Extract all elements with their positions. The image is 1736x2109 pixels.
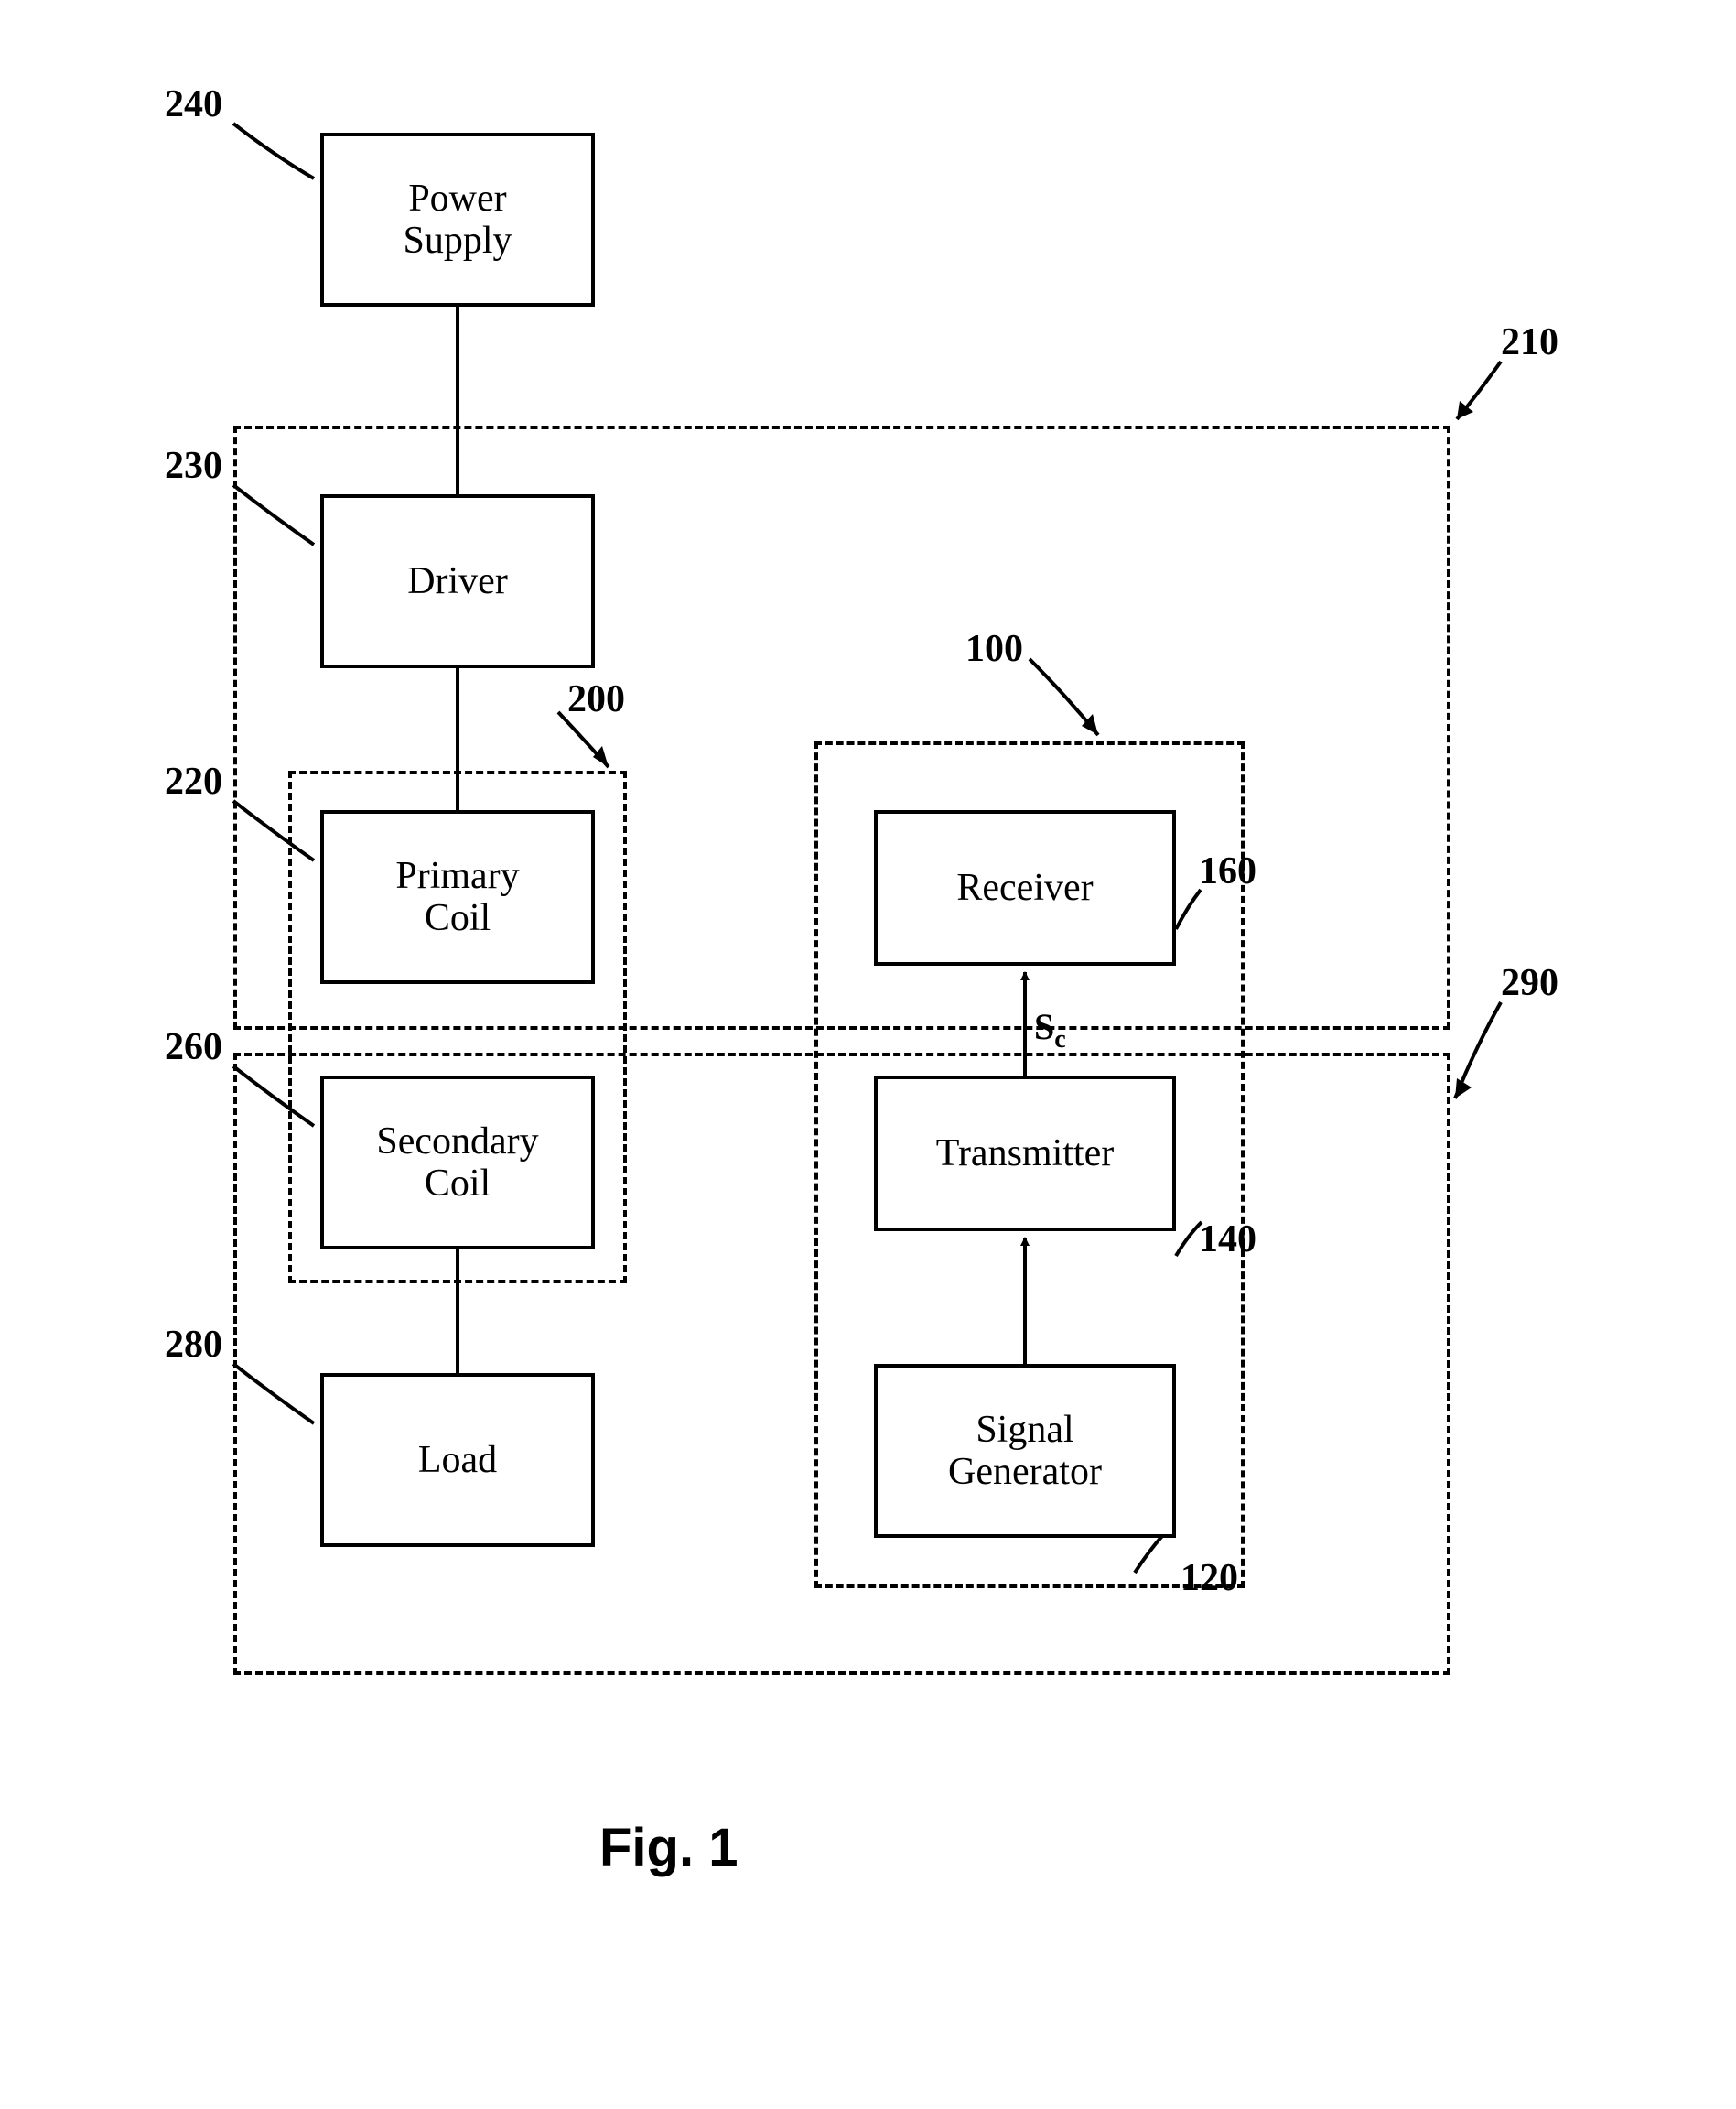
block-transmitter: Transmitter (874, 1076, 1176, 1231)
ref-200: 200 (567, 677, 625, 721)
block-load-label: Load (418, 1439, 497, 1481)
ref-280: 280 (165, 1323, 222, 1367)
block-power-supply: PowerSupply (320, 133, 595, 307)
block-receiver: Receiver (874, 810, 1176, 966)
block-driver-label: Driver (407, 560, 508, 602)
block-primary-coil: PrimaryCoil (320, 810, 595, 984)
block-power-supply-label: PowerSupply (403, 178, 512, 262)
block-signal-generator: SignalGenerator (874, 1364, 1176, 1538)
block-transmitter-label: Transmitter (936, 1132, 1114, 1174)
ref-230: 230 (165, 444, 222, 488)
ref-120: 120 (1181, 1556, 1238, 1600)
ref-290: 290 (1501, 961, 1558, 1005)
ref-220: 220 (165, 760, 222, 804)
ref-100: 100 (965, 627, 1023, 671)
block-receiver-label: Receiver (956, 867, 1093, 909)
connectors-svg (0, 0, 1736, 2109)
ref-210: 210 (1501, 320, 1558, 364)
block-secondary-coil-label: SecondaryCoil (376, 1120, 538, 1205)
ref-260: 260 (165, 1025, 222, 1069)
figure-title: Fig. 1 (599, 1817, 738, 1878)
block-primary-coil-label: PrimaryCoil (395, 855, 519, 939)
block-load: Load (320, 1373, 595, 1547)
ref-240: 240 (165, 82, 222, 126)
signal-label-sc: Sc (1034, 1005, 1066, 1054)
ref-160: 160 (1199, 849, 1256, 893)
signal-label-sub: c (1054, 1025, 1065, 1054)
block-driver: Driver (320, 494, 595, 668)
block-secondary-coil: SecondaryCoil (320, 1076, 595, 1249)
signal-label-s: S (1034, 1006, 1054, 1047)
diagram-canvas: PowerSupply Driver PrimaryCoil Secondary… (0, 0, 1736, 2109)
ref-140: 140 (1199, 1217, 1256, 1261)
block-signal-generator-label: SignalGenerator (948, 1409, 1102, 1493)
